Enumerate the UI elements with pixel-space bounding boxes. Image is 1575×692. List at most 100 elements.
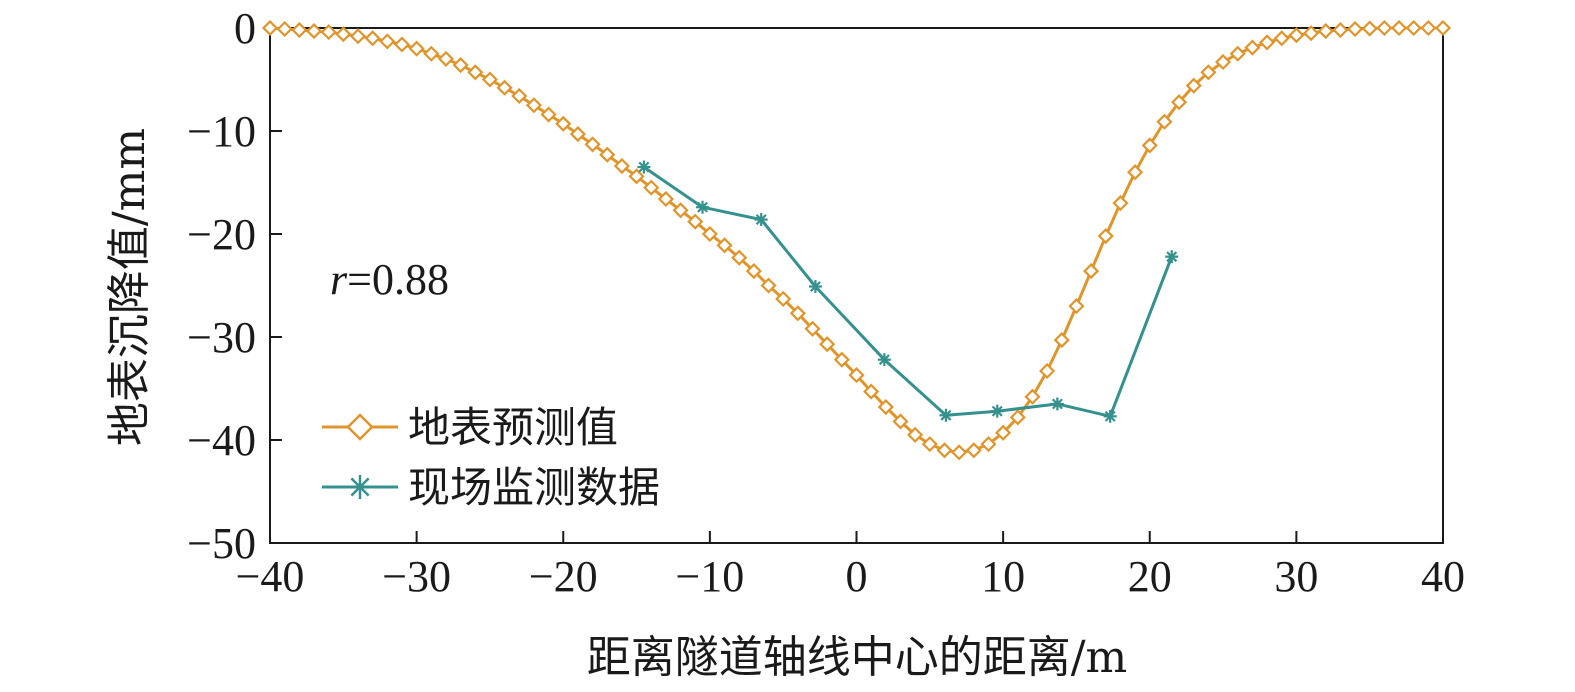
data-point [990,404,1004,418]
data-point [335,26,352,43]
data-point [496,79,513,96]
data-point [1024,388,1041,405]
data-point [808,280,822,294]
data-point [892,413,909,430]
data-point [1376,19,1393,37]
data-point [819,336,836,353]
x-axis-title: 距离隧道轴线中心的距离/m [587,632,1128,683]
data-point [877,353,891,367]
x-tick-label: 20 [1128,552,1172,601]
data-point [1346,20,1364,38]
data-point [1053,332,1070,349]
data-point [540,106,557,123]
data-point [637,160,651,174]
data-point [613,157,630,175]
annotation-value: =0.88 [347,255,449,304]
data-point [980,436,997,453]
data-point [833,351,850,368]
x-tick-label: 30 [1274,552,1318,601]
data-point [951,444,968,461]
data-point [584,136,601,153]
x-tick-label: −30 [382,552,451,601]
data-point [1050,397,1064,411]
data-point [1361,20,1378,37]
data-point [657,190,674,208]
correlation-annotation: r=0.88 [330,255,449,304]
x-tick-label: 40 [1421,552,1465,601]
legend-marker [346,413,374,441]
data-point [643,179,660,196]
data-point [1434,19,1452,37]
data-point [1390,19,1408,37]
series-line [643,165,1174,418]
data-point [1068,298,1085,315]
data-point [1185,77,1202,94]
y-tick-label: −10 [187,107,256,156]
data-point [877,398,894,416]
series-measured [637,160,1179,423]
data-point [939,408,953,422]
data-point [1112,195,1129,212]
data-point [364,30,381,47]
data-point [1273,30,1290,47]
data-point [408,40,425,57]
data-point [511,87,528,105]
data-point [848,367,865,384]
x-tick-label: 0 [846,552,868,601]
data-point [1156,113,1173,130]
data-point [467,64,484,81]
data-point [525,97,542,114]
data-point [921,436,938,453]
y-tick-label: −30 [187,313,256,362]
data-point [1244,39,1261,56]
legend-item-predicted: 地表预测值 [322,403,618,452]
y-tick-label: −20 [187,210,256,259]
x-tick-label: −10 [675,552,744,601]
data-point [936,442,953,459]
data-point [569,126,586,143]
data-point [745,263,762,280]
data-point [1127,164,1144,181]
legend-marker [348,475,372,499]
data-point [965,442,982,459]
annotation-variable: r [330,255,348,304]
x-tick-label: −20 [529,552,598,601]
data-point [555,115,572,132]
data-point [1317,23,1334,40]
data-point [1165,250,1179,264]
data-point [804,320,821,337]
data-point [754,213,768,227]
data-point [599,146,616,163]
data-point [1103,409,1117,423]
plot-area [261,19,1452,461]
data-point [1039,362,1056,380]
data-point [276,20,293,38]
data-point [481,71,498,88]
data-point [1200,64,1217,81]
legend-label: 地表预测值 [408,403,618,452]
data-point [393,36,411,53]
data-point [672,202,689,219]
data-point [731,249,748,266]
data-point [716,237,733,254]
data-point [291,22,308,39]
data-point [775,290,792,307]
data-point [995,424,1012,441]
data-point [696,200,710,214]
data-point [1097,228,1114,245]
data-point [1332,22,1349,39]
legend-item-measured: 现场监测数据 [322,463,660,512]
data-point [1302,25,1320,42]
data-point [349,28,367,45]
x-tick-label: 10 [981,552,1025,601]
data-point [1405,19,1422,37]
series-predicted [261,19,1452,461]
data-point [437,50,455,67]
y-tick-label: 0 [234,4,256,53]
data-point [1009,409,1026,426]
data-point [789,305,806,322]
data-point [1141,137,1158,154]
y-tick-label: −40 [187,416,256,465]
data-point [1288,27,1305,44]
data-point [863,383,880,400]
